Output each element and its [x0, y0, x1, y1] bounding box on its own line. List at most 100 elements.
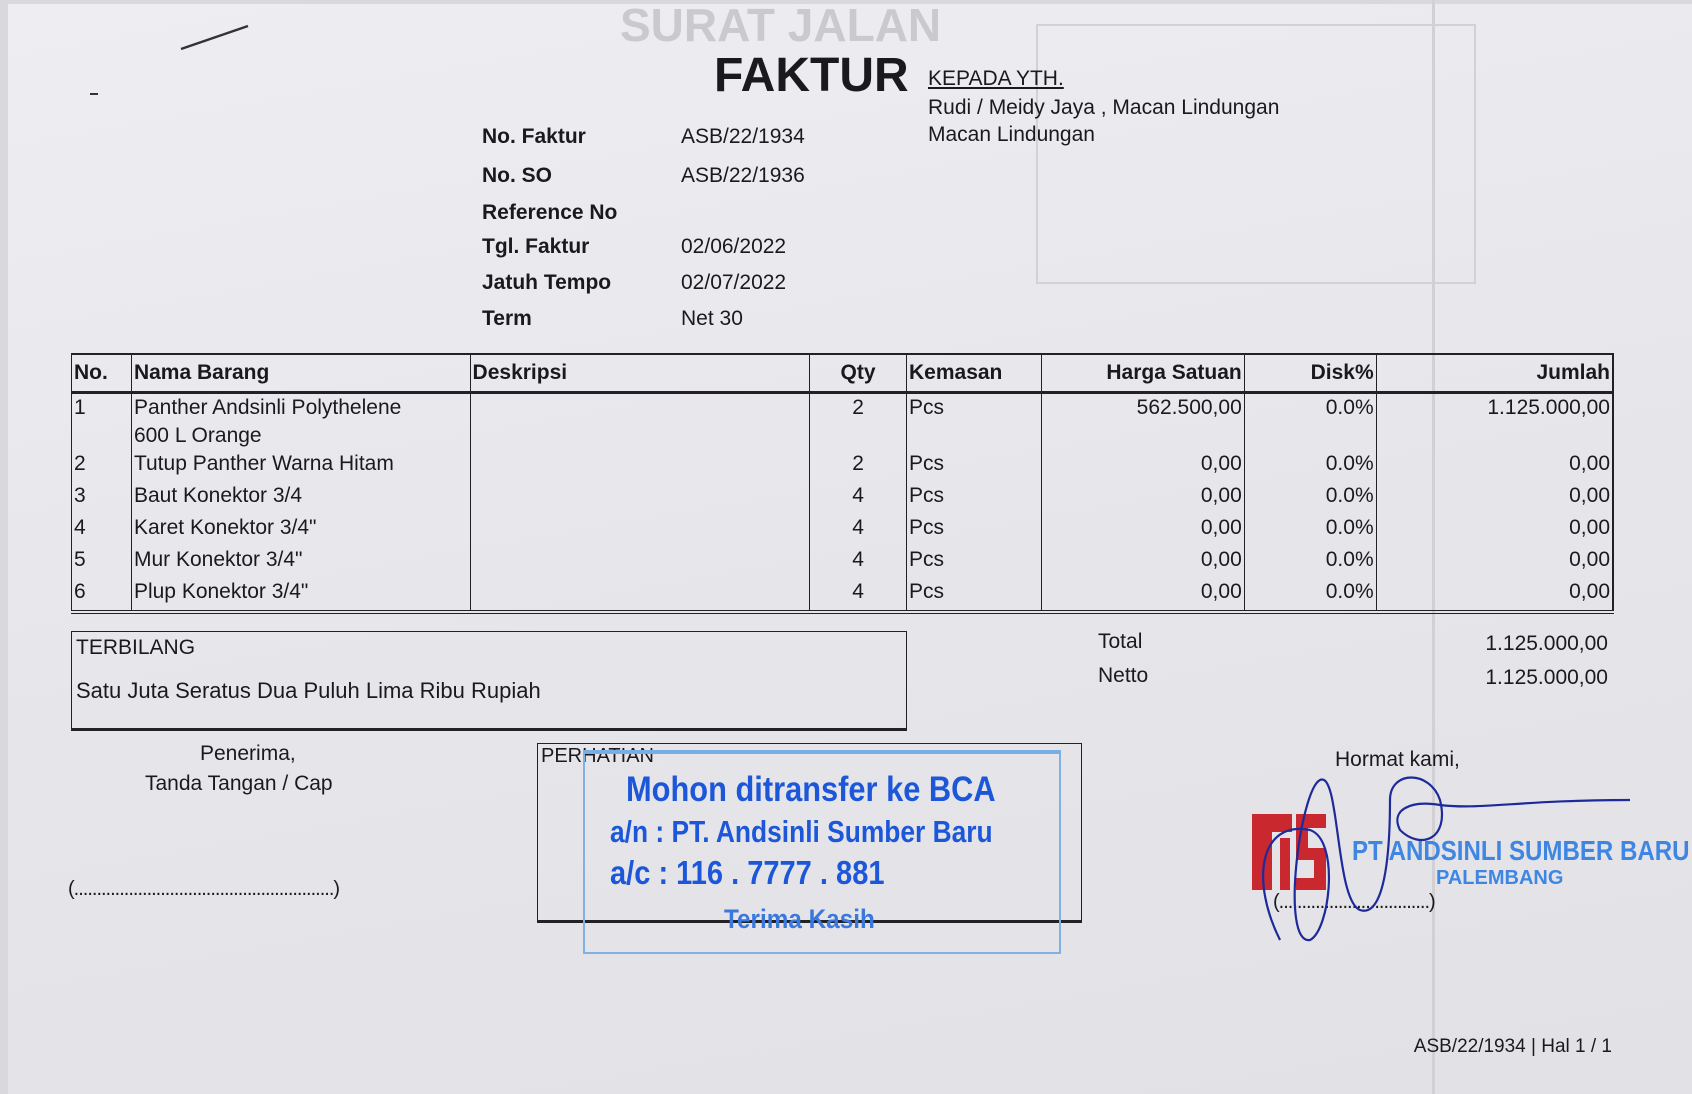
- show-through-surat-jalan: SURAT JALAN: [620, 0, 942, 51]
- cell-qty: 4: [809, 482, 907, 514]
- cell-disc: 0.0%: [1243, 578, 1377, 614]
- recipient-name: Rudi / Meidy Jaya , Macan Lindungan: [928, 96, 1280, 119]
- cell-qty-text: 2: [852, 452, 864, 475]
- receiver-line1: Penerima,: [200, 742, 296, 765]
- cell-disc-text: 0.0%: [1325, 452, 1374, 475]
- cell-price: 0,00: [1040, 546, 1245, 578]
- page-reference: ASB/22/1934 | Hal 1 / 1: [1413, 1036, 1612, 1057]
- company-stamp-name: PT ANDSINLI SUMBER BARU: [1352, 835, 1690, 866]
- cell-unit: Pcs: [906, 514, 1042, 546]
- cell-total: 0,00: [1375, 482, 1614, 514]
- cell-price-text: 0,00: [1200, 516, 1242, 539]
- receiver-signature-line: (.......................................…: [68, 878, 340, 900]
- cell-unit-text: Pcs: [909, 396, 945, 419]
- cell-desc: [469, 578, 810, 614]
- cell-total-text: 0,00: [1569, 452, 1610, 475]
- cell-desc: [469, 392, 810, 450]
- cell-total-text: 0,00: [1569, 484, 1610, 507]
- col-price: Harga Satuan: [1040, 353, 1245, 394]
- cell-desc: [469, 546, 810, 578]
- receiver-line2: Tanda Tangan / Cap: [145, 772, 333, 795]
- cell-price-text: 0,00: [1200, 452, 1242, 475]
- cell-no-text: 2: [74, 452, 86, 475]
- cell-name: Karet Konektor 3/4": [130, 514, 471, 546]
- table-row: 2 Tutup Panther Warna Hitam 2 Pcs 0,00 0.0% 0,…: [71, 450, 1614, 482]
- cell-unit: Pcs: [906, 392, 1042, 450]
- cell-price: 0,00: [1040, 514, 1245, 546]
- cell-name: Panther Andsinli Polythelene 600 L Orange: [130, 392, 471, 450]
- cell-unit-text: Pcs: [909, 452, 945, 475]
- netto-label: Netto: [1098, 664, 1149, 687]
- cell-total-text: 1.125.000,00: [1487, 396, 1610, 419]
- terbilang-text: Satu Juta Seratus Dua Puluh Lima Ribu Ru…: [76, 678, 541, 703]
- cell-unit-text: Pcs: [909, 516, 945, 539]
- cell-price-text: 0,00: [1200, 484, 1242, 507]
- cell-no: 3: [71, 482, 132, 514]
- table-row: 6 Plup Konektor 3/4" 4 Pcs 0,00 0.0% 0,00: [71, 578, 1614, 614]
- cell-total: 0,00: [1375, 450, 1614, 482]
- show-through-box: [1036, 24, 1476, 284]
- cell-no-text: 6: [74, 580, 86, 603]
- col-disc: Disk%: [1243, 353, 1377, 394]
- cell-disc-text: 0.0%: [1325, 516, 1374, 539]
- cell-price: 0,00: [1040, 450, 1245, 482]
- recipient-address: Macan Lindungan: [928, 123, 1095, 146]
- cell-no: 4: [71, 514, 132, 546]
- cell-qty-text: 2: [852, 396, 864, 419]
- cell-disc: 0.0%: [1243, 482, 1377, 514]
- stamp-line2: a/n : PT. Andsinli Sumber Baru: [610, 814, 993, 849]
- cell-price-text: 562.500,00: [1136, 396, 1242, 419]
- info-value: ASB/22/1936: [681, 164, 805, 187]
- cell-total: 0,00: [1375, 578, 1614, 614]
- cell-disc-text: 0.0%: [1325, 580, 1374, 603]
- signature: [1262, 776, 1631, 942]
- info-value: Net 30: [681, 307, 743, 330]
- items-table: No. Nama Barang Deskripsi Qty Kemasan Ha…: [71, 353, 1614, 614]
- stamp-line3: a/c : 116 . 7777 . 881: [610, 854, 885, 891]
- table-header: No. Nama Barang Deskripsi Qty Kemasan Ha…: [71, 353, 1614, 394]
- sender-greeting: Hormat kami,: [1335, 748, 1460, 771]
- col-desc: Deskripsi: [469, 353, 810, 394]
- company-logo: [1252, 814, 1326, 890]
- info-label: Tgl. Faktur: [482, 235, 590, 258]
- col-unit: Kemasan: [906, 353, 1042, 394]
- terbilang-box: TERBILANG Satu Juta Seratus Dua Puluh Li…: [71, 631, 907, 731]
- info-label: Jatuh Tempo: [482, 271, 612, 294]
- cell-no-text: 5: [74, 548, 86, 571]
- cell-no-text: 3: [74, 484, 86, 507]
- table-row: 3 Baut Konektor 3/4 4 Pcs 0,00 0.0% 0,00: [71, 482, 1614, 514]
- cell-name-text: Panther Andsinli Polythelene: [133, 396, 402, 419]
- sender-signature-line: (.................................): [1273, 891, 1436, 913]
- info-value: ASB/22/1934: [681, 125, 805, 148]
- cell-name-text: Baut Konektor 3/4: [133, 484, 303, 507]
- cell-qty: 4: [809, 546, 907, 578]
- stamp-line4: Terima Kasih: [724, 904, 875, 934]
- cell-price: 0,00: [1040, 482, 1245, 514]
- total-value: 1.125.000,00: [1485, 632, 1608, 655]
- table-row: 1 Panther Andsinli Polythelene 600 L Orang…: [71, 392, 1614, 450]
- cell-name: Plup Konektor 3/4": [130, 578, 471, 614]
- table-row: 5 Mur Konektor 3/4" 4 Pcs 0,00 0.0% 0,00: [71, 546, 1614, 578]
- cell-disc: 0.0%: [1243, 392, 1377, 450]
- netto-value: 1.125.000,00: [1485, 666, 1608, 689]
- cell-no: 6: [71, 578, 132, 614]
- cell-no: 2: [71, 450, 132, 482]
- cell-price: 0,00: [1040, 578, 1245, 614]
- table-row: 4 Karet Konektor 3/4" 4 Pcs 0,00 0.0% 0,00: [71, 514, 1614, 546]
- cell-qty-text: 4: [852, 516, 864, 539]
- cell-unit: Pcs: [906, 578, 1042, 614]
- cell-price-text: 0,00: [1200, 580, 1242, 603]
- cell-name-text: Plup Konektor 3/4": [133, 580, 309, 603]
- cell-price-text: 0,00: [1200, 548, 1242, 571]
- cell-no: 1: [71, 392, 132, 450]
- info-label: Reference No: [482, 201, 618, 224]
- cell-qty: 4: [809, 578, 907, 614]
- bank-stamp: [583, 750, 1061, 954]
- cell-name-line2: 600 L Orange: [133, 424, 262, 447]
- cell-qty: 2: [809, 450, 907, 482]
- cell-total: 0,00: [1375, 514, 1614, 546]
- cell-qty-text: 4: [852, 580, 864, 603]
- cell-desc: [469, 482, 810, 514]
- cell-name: Tutup Panther Warna Hitam: [130, 450, 471, 482]
